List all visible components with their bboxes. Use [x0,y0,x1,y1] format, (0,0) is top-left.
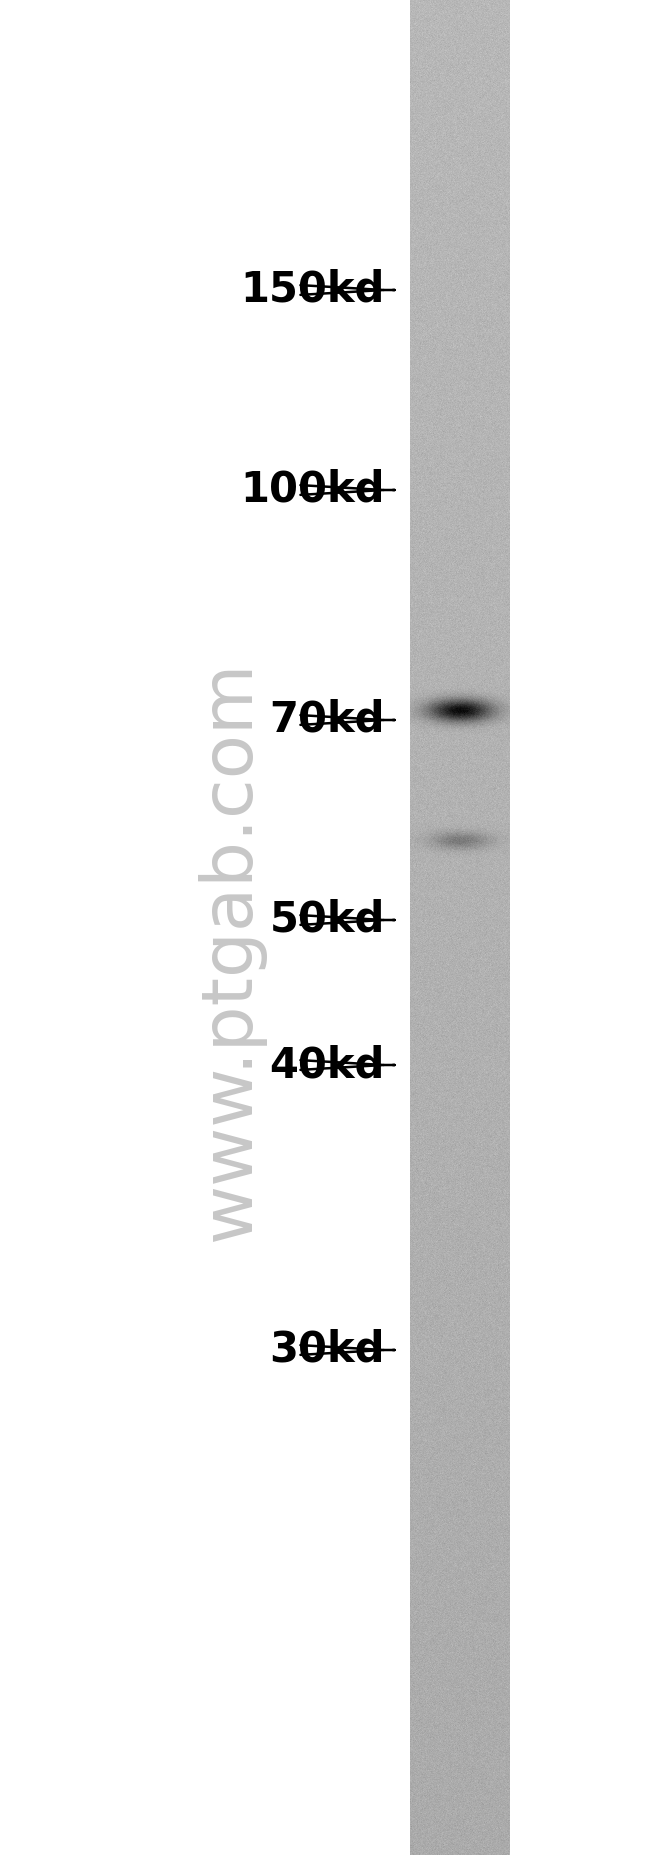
Text: 70kd: 70kd [270,699,385,740]
Text: 100kd: 100kd [240,469,385,510]
Text: 150kd: 150kd [240,269,385,312]
Text: 30kd: 30kd [270,1328,385,1371]
Text: 40kd: 40kd [270,1044,385,1085]
Text: 50kd: 50kd [270,900,385,940]
Text: www.ptgab.com: www.ptgab.com [196,659,265,1241]
